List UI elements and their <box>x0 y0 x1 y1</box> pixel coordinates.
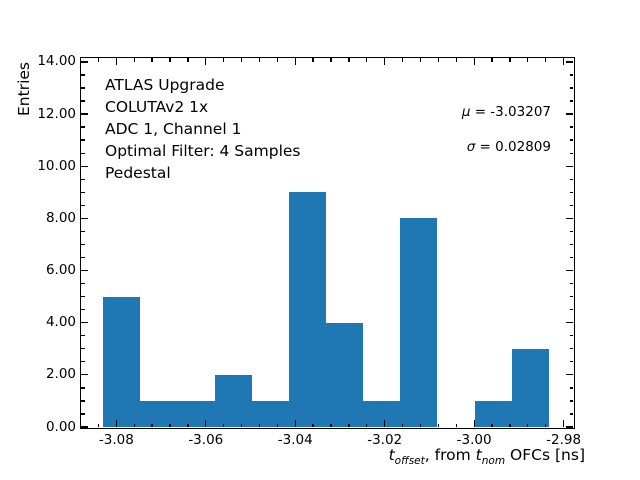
x-title-t-offset: t <box>388 446 395 464</box>
histogram-bar <box>512 348 549 427</box>
x-axis-title: toffset, from tnom OFCs [ns] <box>0 446 585 468</box>
stat-sigma: σ = 0.02809 <box>467 139 551 155</box>
y-tick-label: 12.00 <box>37 105 76 122</box>
annotation-line-2: COLUTAv2 1x <box>105 98 209 116</box>
mu-symbol: μ <box>461 104 471 120</box>
mu-value: = -3.03207 <box>470 104 551 120</box>
histogram-bar <box>363 400 400 427</box>
sigma-value: = 0.02809 <box>475 139 551 155</box>
x-title-mid: , from <box>424 446 476 464</box>
x-tick-label: -3.00 <box>456 432 492 448</box>
y-tick-label: 2.00 <box>45 366 76 383</box>
x-title-nom-sub: nom <box>481 455 506 468</box>
y-tick-label: 4.00 <box>45 314 76 331</box>
x-tick-label: -2.98 <box>546 432 582 448</box>
histogram-bar <box>178 400 215 427</box>
sigma-symbol: σ <box>466 139 476 155</box>
histogram-bar <box>289 192 326 427</box>
histogram-bar <box>140 400 178 427</box>
annotation-line-3: ADC 1, Channel 1 <box>105 120 242 138</box>
histogram-bar <box>400 218 437 427</box>
x-tick-label: -3.04 <box>277 432 313 448</box>
y-tick-label: 6.00 <box>45 262 76 279</box>
annotation-line-4: Optimal Filter: 4 Samples <box>105 142 301 160</box>
histogram-bar <box>326 322 363 427</box>
x-title-t-nom: t <box>475 446 482 464</box>
histogram-bar <box>215 374 252 427</box>
x-tick-label: -3.08 <box>98 432 134 448</box>
y-tick-label: 14.00 <box>37 53 76 70</box>
annotation-line-5: Pedestal <box>105 164 171 182</box>
x-title-tail: OFCs [ns] <box>505 446 585 464</box>
x-title-offset-sub: offset <box>394 455 425 468</box>
histogram-bar <box>103 296 140 427</box>
y-tick-label: 8.00 <box>45 209 76 226</box>
histogram-bar <box>475 400 512 427</box>
y-tick-label: 0.00 <box>45 418 76 435</box>
x-tick-label: -3.02 <box>367 432 403 448</box>
y-tick-label: 10.00 <box>37 157 76 174</box>
histogram-bar <box>252 400 289 427</box>
annotation-line-1: ATLAS Upgrade <box>105 76 225 94</box>
stat-mu: μ = -3.03207 <box>462 104 551 120</box>
annotation-block: ATLAS Upgrade COLUTAv2 1x ADC 1, Channel… <box>105 74 301 184</box>
x-tick-label: -3.06 <box>188 432 224 448</box>
